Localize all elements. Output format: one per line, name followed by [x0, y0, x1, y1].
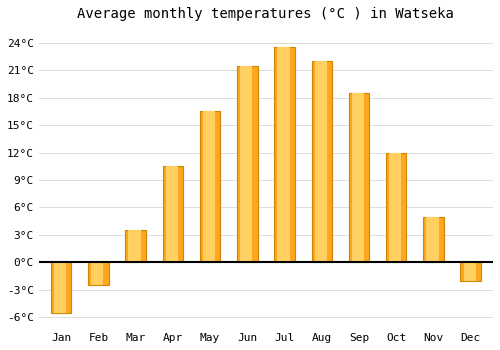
Bar: [126, 230, 146, 262]
Bar: [314, 61, 327, 262]
Bar: [423, 217, 444, 262]
Bar: [352, 93, 364, 262]
Bar: [426, 217, 438, 262]
Bar: [200, 111, 220, 262]
Bar: [88, 262, 108, 285]
Bar: [237, 66, 258, 262]
Bar: [166, 166, 178, 262]
Title: Average monthly temperatures (°C ) in Watseka: Average monthly temperatures (°C ) in Wa…: [78, 7, 454, 21]
Bar: [162, 166, 183, 262]
Bar: [464, 262, 476, 281]
Bar: [128, 230, 140, 262]
Bar: [312, 61, 332, 262]
Bar: [278, 47, 289, 262]
Bar: [349, 93, 370, 262]
Bar: [240, 66, 252, 262]
Bar: [91, 262, 104, 285]
Bar: [386, 153, 406, 262]
Bar: [274, 47, 295, 262]
Bar: [389, 153, 402, 262]
Bar: [460, 262, 481, 281]
Bar: [203, 111, 215, 262]
Bar: [54, 262, 66, 313]
Bar: [51, 262, 72, 313]
